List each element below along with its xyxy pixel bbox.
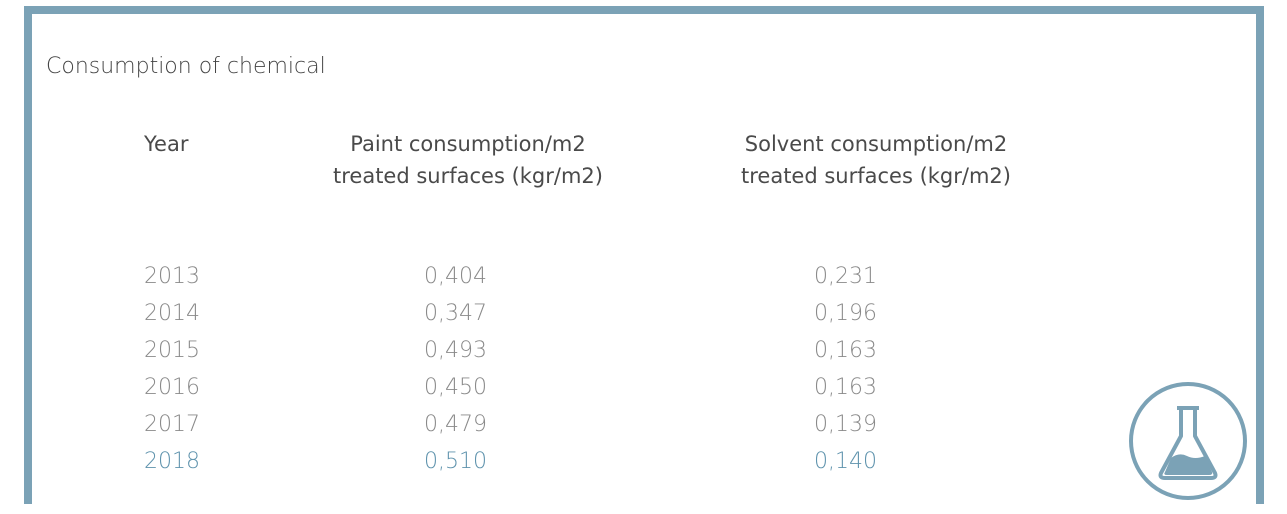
- flask-icon: [1127, 380, 1257, 514]
- paint-cell: 0,493: [424, 338, 487, 363]
- solvent-cell: 0,163: [814, 375, 877, 400]
- year-cell: 2018: [144, 449, 200, 474]
- paint-header-line-2: treated surfaces (kgr/m2): [333, 164, 603, 188]
- year-cell: 2014: [144, 301, 200, 326]
- chemical-consumption-card: Consumption of chemical Year Paint consu…: [24, 6, 1264, 504]
- year-cell: 2015: [144, 338, 200, 363]
- table-row: 2016 0,450 0,163: [32, 375, 1132, 412]
- year-header-label: Year: [144, 132, 189, 156]
- solvent-cell: 0,163: [814, 338, 877, 363]
- solvent-cell: 0,196: [814, 301, 877, 326]
- column-header-paint: Paint consumption/m2 treated surfaces (k…: [316, 128, 620, 192]
- paint-cell: 0,510: [424, 449, 487, 474]
- year-cell: 2016: [144, 375, 200, 400]
- paint-cell: 0,479: [424, 412, 487, 437]
- year-cell: 2017: [144, 412, 200, 437]
- solvent-cell: 0,139: [814, 412, 877, 437]
- column-header-year: Year: [144, 128, 188, 160]
- paint-cell: 0,450: [424, 375, 487, 400]
- column-header-solvent: Solvent consumption/m2 treated surfaces …: [708, 128, 1044, 192]
- solvent-cell: 0,140: [814, 449, 877, 474]
- solvent-cell: 0,231: [814, 264, 877, 289]
- year-cell: 2013: [144, 264, 200, 289]
- solvent-header-line-2: treated surfaces (kgr/m2): [741, 164, 1011, 188]
- solvent-header-line-1: Solvent consumption/m2: [744, 132, 1008, 156]
- table-row: 2014 0,347 0,196: [32, 301, 1132, 338]
- table-row: 2017 0,479 0,139: [32, 412, 1132, 449]
- paint-header-line-1: Paint consumption/m2: [350, 132, 586, 156]
- table-row-highlighted: 2018 0,510 0,140: [32, 449, 1132, 486]
- table-row: 2013 0,404 0,231: [32, 264, 1132, 301]
- table-row: 2015 0,493 0,163: [32, 338, 1132, 375]
- paint-cell: 0,347: [424, 301, 487, 326]
- paint-cell: 0,404: [424, 264, 487, 289]
- card-title: Consumption of chemical: [46, 54, 326, 79]
